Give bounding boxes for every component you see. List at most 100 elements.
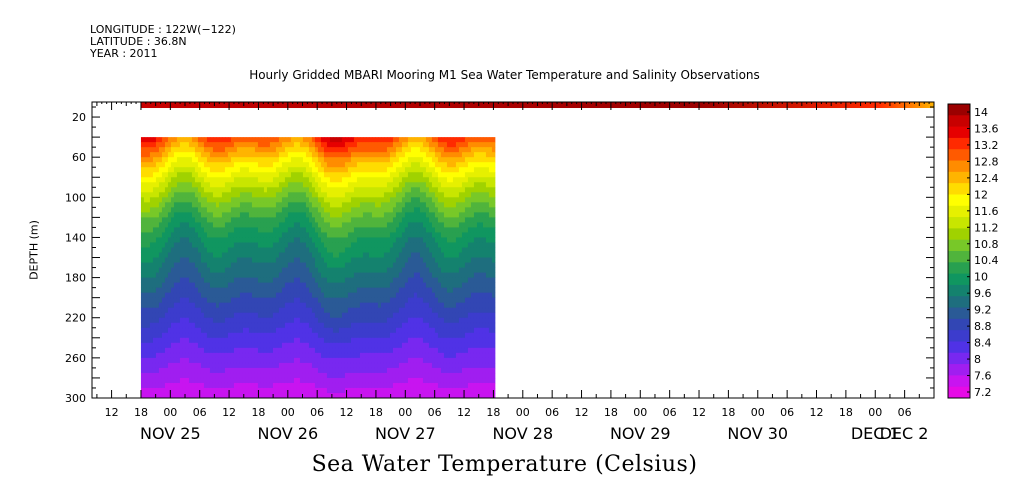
heatmap-cell <box>311 362 316 369</box>
heatmap-cell <box>200 267 205 273</box>
heatmap-cell <box>179 162 184 168</box>
heatmap-cell <box>350 282 355 289</box>
heatmap-cell <box>170 317 175 324</box>
heatmap-cell <box>263 242 268 248</box>
heatmap-cell <box>350 287 355 294</box>
heatmap-cell <box>341 167 346 173</box>
heatmap-cell <box>407 297 412 304</box>
heatmap-cell <box>260 237 265 243</box>
heatmap-cell <box>203 312 208 319</box>
heatmap-cell <box>404 182 409 188</box>
heatmap-cell <box>230 262 235 268</box>
heatmap-cell <box>299 342 304 349</box>
heatmap-cell <box>359 207 364 213</box>
heatmap-cell <box>266 272 271 278</box>
heatmap-cell <box>404 257 409 263</box>
heatmap-cell <box>425 367 430 374</box>
heatmap-cell <box>416 322 421 329</box>
heatmap-cell <box>326 267 331 273</box>
heatmap-cell <box>422 297 427 304</box>
heatmap-cell <box>374 362 379 369</box>
heatmap-cell <box>305 352 310 359</box>
heatmap-cell <box>281 202 286 208</box>
heatmap-cell <box>197 137 202 143</box>
heatmap-cell <box>290 237 295 243</box>
heatmap-cell <box>362 152 367 158</box>
heatmap-cell <box>173 317 178 324</box>
heatmap-cell <box>281 282 286 289</box>
heatmap-cell <box>179 307 184 314</box>
heatmap-cell <box>323 267 328 273</box>
heatmap-cell <box>173 237 178 243</box>
heatmap-cell <box>230 192 235 198</box>
heatmap-cell <box>254 282 259 289</box>
heatmap-cell <box>203 237 208 243</box>
heatmap-cell <box>350 267 355 273</box>
heatmap-cell <box>398 137 403 143</box>
heatmap-cell <box>254 352 259 359</box>
heatmap-cell <box>269 212 274 218</box>
heatmap-cell <box>242 242 247 248</box>
heatmap-cell <box>143 287 148 294</box>
heatmap-cell <box>350 327 355 334</box>
heatmap-cell <box>380 282 385 289</box>
heatmap-cell <box>335 142 340 148</box>
heatmap-cell <box>359 377 364 384</box>
heatmap-cell <box>173 302 178 309</box>
heatmap-cell <box>314 292 319 299</box>
heatmap-cell <box>407 252 412 258</box>
heatmap-cell <box>392 142 397 148</box>
heatmap-cell <box>194 142 199 148</box>
heatmap-cell <box>275 382 280 389</box>
heatmap-cell <box>305 367 310 374</box>
heatmap-cell <box>293 152 298 158</box>
heatmap-cell <box>206 317 211 324</box>
heatmap-cell <box>401 137 406 143</box>
heatmap-cell <box>374 322 379 329</box>
heatmap-cell <box>344 297 349 304</box>
heatmap-cell <box>386 152 391 158</box>
heatmap-cell <box>401 202 406 208</box>
heatmap-cell <box>368 157 373 163</box>
heatmap-cell <box>188 252 193 258</box>
heatmap-cell <box>254 157 259 163</box>
heatmap-cell <box>398 282 403 289</box>
heatmap-cell <box>320 162 325 168</box>
heatmap-cell <box>143 317 148 324</box>
heatmap-cell <box>392 237 397 243</box>
heatmap-cell <box>209 222 214 228</box>
heatmap-cell <box>353 282 358 289</box>
heatmap-cell <box>254 232 259 238</box>
heatmap-cell <box>404 287 409 294</box>
heatmap-cell <box>329 212 334 218</box>
heatmap-cell <box>413 247 418 253</box>
heatmap-cell <box>350 302 355 309</box>
heatmap-cell <box>251 327 256 334</box>
heatmap-cell <box>305 272 310 278</box>
heatmap-cell <box>299 207 304 213</box>
heatmap-cell <box>341 192 346 198</box>
heatmap-cell <box>356 282 361 289</box>
heatmap-cell <box>284 182 289 188</box>
heatmap-cell <box>401 387 406 394</box>
heatmap-cell <box>293 267 298 273</box>
heatmap-cell <box>185 292 190 299</box>
heatmap-cell <box>404 332 409 339</box>
heatmap-cell <box>362 272 367 278</box>
heatmap-cell <box>173 332 178 339</box>
heatmap-cell <box>317 202 322 208</box>
heatmap-cell <box>356 212 361 218</box>
heatmap-cell <box>140 137 145 143</box>
heatmap-cell <box>194 337 199 344</box>
heatmap-cell <box>236 267 241 273</box>
heatmap-cell <box>344 177 349 183</box>
heatmap-cell <box>260 342 265 349</box>
heatmap-cell <box>392 357 397 364</box>
heatmap-cell <box>293 317 298 324</box>
heatmap-cell <box>263 307 268 314</box>
heatmap-cell <box>209 327 214 334</box>
heatmap-cell <box>218 392 223 399</box>
heatmap-cell <box>422 267 427 273</box>
heatmap-cell <box>281 307 286 314</box>
heatmap-cell <box>425 292 430 299</box>
